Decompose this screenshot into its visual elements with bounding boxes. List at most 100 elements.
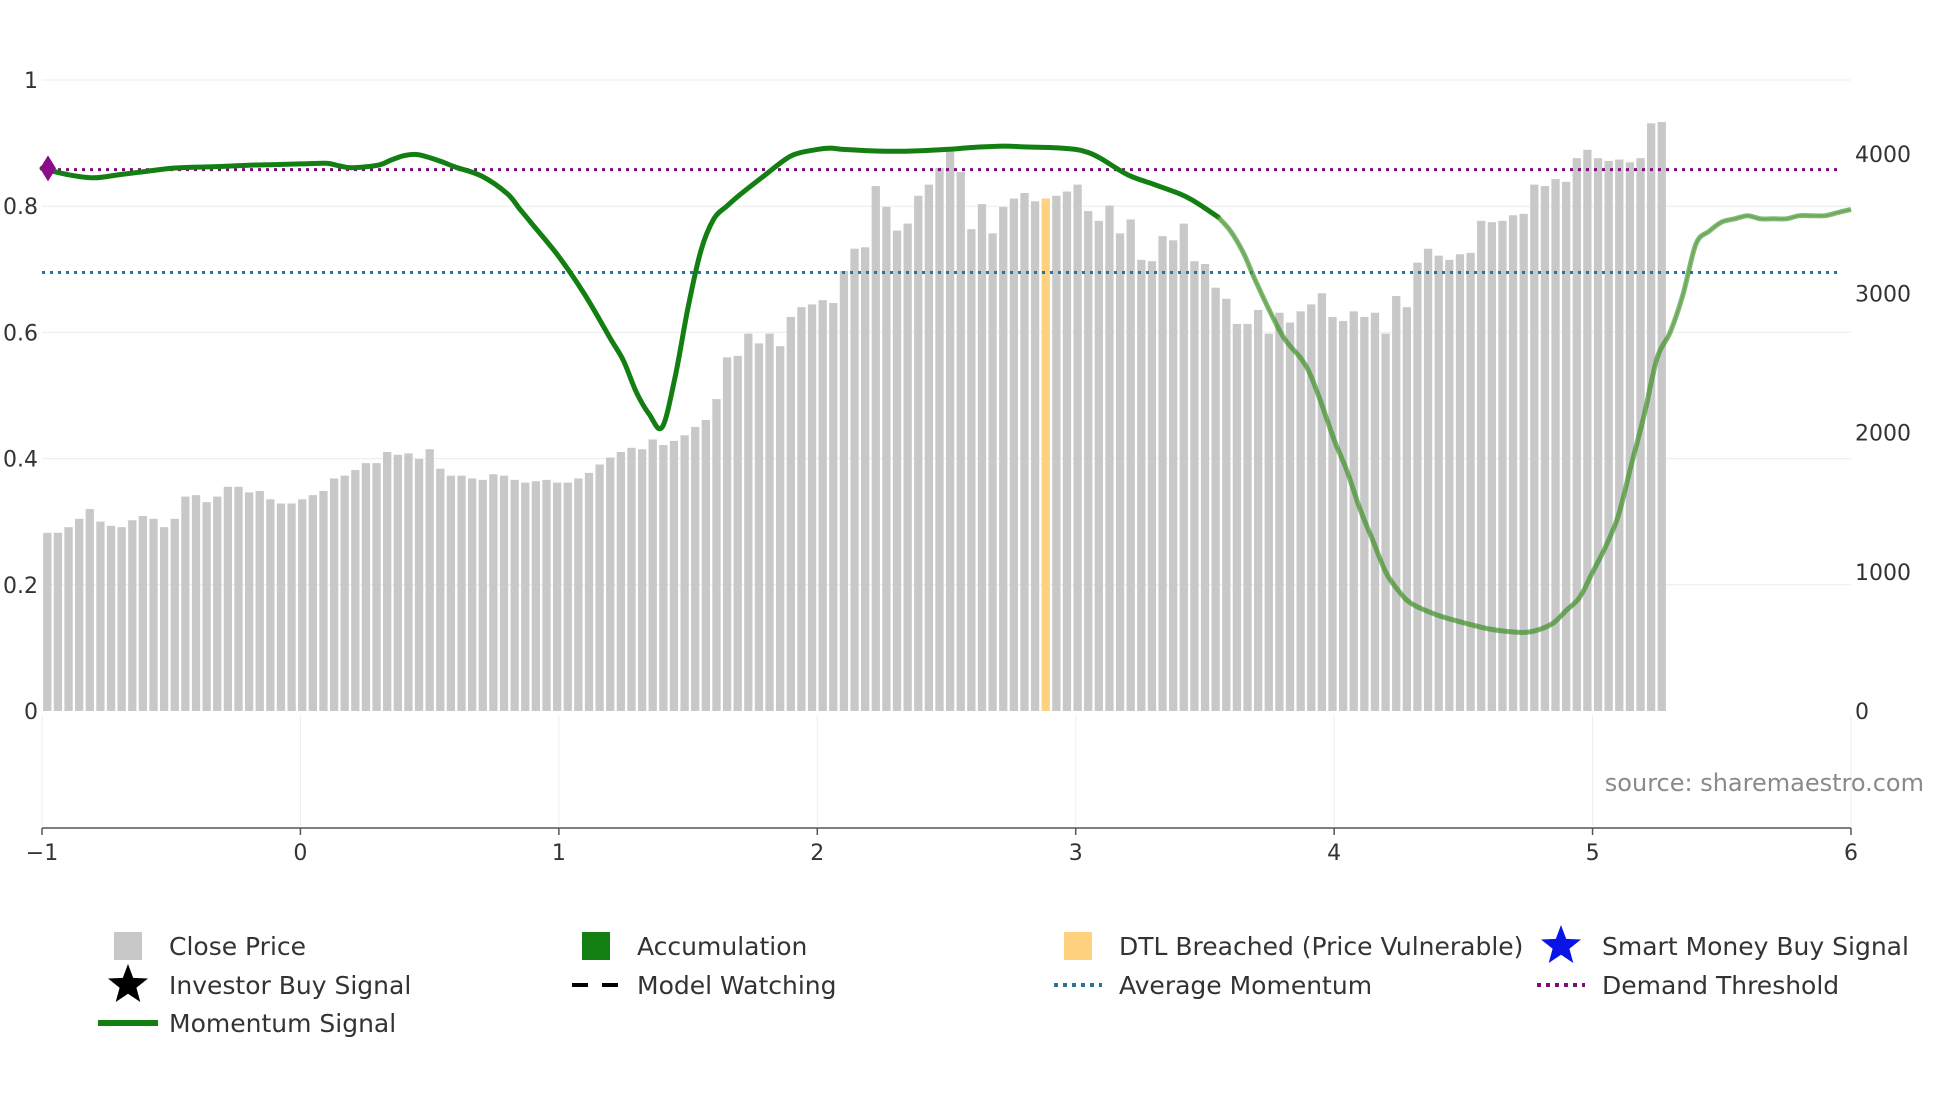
- price-bar: [425, 449, 434, 711]
- price-bar: [138, 516, 148, 711]
- price-bar: [1126, 219, 1135, 711]
- price-bar: [1169, 240, 1178, 711]
- price-bar: [574, 478, 583, 711]
- price-bar: [319, 490, 328, 711]
- price-bar: [924, 184, 934, 711]
- legend-label: DTL Breached (Price Vulnerable): [1119, 932, 1523, 961]
- momentum-line-strong: [39, 143, 1221, 432]
- price-bar: [383, 452, 392, 711]
- price-bar: [1402, 307, 1411, 711]
- price-bar: [1572, 158, 1581, 711]
- price-bar: [850, 248, 859, 711]
- legend-item: Smart Money Buy Signal: [1541, 925, 1909, 963]
- price-bar: [489, 474, 498, 711]
- price-bar: [595, 464, 604, 711]
- price-bar: [967, 229, 976, 711]
- left-tick-label: 0.8: [3, 195, 38, 220]
- x-tick-label: 4: [1327, 841, 1341, 866]
- price-bar: [1466, 252, 1475, 711]
- price-bar: [351, 470, 360, 711]
- price-bar: [43, 532, 52, 711]
- legend-item: Average Momentum: [1054, 971, 1372, 1000]
- x-tick-label: 5: [1586, 841, 1600, 866]
- price-bar: [722, 357, 732, 711]
- price-bar: [191, 495, 201, 711]
- x-tick-label: 6: [1844, 841, 1858, 866]
- x-tick-label: 3: [1069, 841, 1083, 866]
- price-bar: [1455, 254, 1465, 711]
- price-bar: [616, 452, 625, 711]
- price-bar: [988, 233, 997, 711]
- price-bar: [977, 204, 987, 711]
- price-bar: [128, 520, 137, 711]
- price-bar: [287, 503, 296, 711]
- price-bar: [1625, 162, 1635, 712]
- price-bar: [361, 463, 371, 711]
- price-bar: [255, 490, 264, 711]
- price-bar: [1232, 323, 1242, 711]
- price-bar: [404, 453, 413, 711]
- price-bar: [1147, 261, 1157, 711]
- price-bar: [213, 496, 222, 711]
- price-bar: [1275, 312, 1284, 711]
- price-bar: [521, 482, 530, 711]
- price-bar: [468, 478, 477, 711]
- left-tick-label: 0: [24, 700, 38, 725]
- price-bar: [1434, 255, 1443, 711]
- momentum-signal: [39, 143, 1852, 636]
- price-bar: [914, 195, 923, 711]
- price-bar: [1285, 322, 1295, 711]
- price-bar: [1137, 259, 1146, 711]
- breach-bar: [1041, 198, 1050, 711]
- star-icon: [108, 964, 148, 1002]
- legend-item: Investor Buy Signal: [108, 964, 411, 1002]
- price-bar: [1222, 298, 1231, 711]
- left-tick-label: 0.6: [3, 321, 38, 346]
- price-bar: [446, 475, 456, 711]
- price-bar: [903, 223, 912, 712]
- price-bar: [117, 527, 126, 711]
- price-bar: [1264, 333, 1273, 711]
- legend-item: Close Price: [114, 932, 306, 961]
- price-bar: [1445, 259, 1454, 711]
- price-bar: [1094, 220, 1103, 711]
- left-tick-label: 1: [24, 69, 38, 94]
- price-bar: [691, 426, 700, 711]
- diamond-marker: [40, 155, 56, 182]
- price-bar: [1519, 213, 1528, 711]
- price-bar: [64, 527, 73, 711]
- price-bar: [1158, 236, 1167, 711]
- price-bar: [542, 479, 551, 711]
- price-bar: [584, 472, 594, 711]
- price-bar: [149, 518, 158, 711]
- right-tick-label: 3000: [1855, 282, 1911, 307]
- price-bar: [829, 303, 838, 711]
- left-tick-label: 0.4: [3, 448, 38, 473]
- price-bar: [1413, 262, 1422, 711]
- price-bar: [1551, 179, 1560, 711]
- star-icon: [1541, 925, 1581, 963]
- price-bar: [202, 502, 211, 712]
- price-bar: [1052, 195, 1061, 711]
- price-bar: [1593, 158, 1603, 711]
- legend-label: Demand Threshold: [1602, 971, 1839, 1000]
- markers: [40, 155, 56, 182]
- x-tick-label: 0: [293, 841, 307, 866]
- price-bar: [414, 458, 424, 711]
- price-bar: [298, 499, 307, 711]
- price-bar: [85, 509, 94, 711]
- legend-item: Demand Threshold: [1537, 971, 1839, 1000]
- price-bar: [531, 481, 541, 711]
- price-bar: [106, 525, 116, 711]
- right-tick-label: 2000: [1855, 422, 1911, 447]
- price-bar: [1508, 215, 1518, 711]
- price-bar: [1657, 121, 1666, 712]
- price-bar: [818, 300, 827, 711]
- price-bar: [75, 518, 84, 711]
- price-bar: [1540, 186, 1550, 711]
- price-bar: [1200, 264, 1210, 711]
- legend-item: DTL Breached (Price Vulnerable): [1064, 932, 1523, 961]
- price-bar: [1211, 287, 1220, 711]
- price-bar: [1615, 159, 1624, 711]
- price-bar: [457, 475, 466, 711]
